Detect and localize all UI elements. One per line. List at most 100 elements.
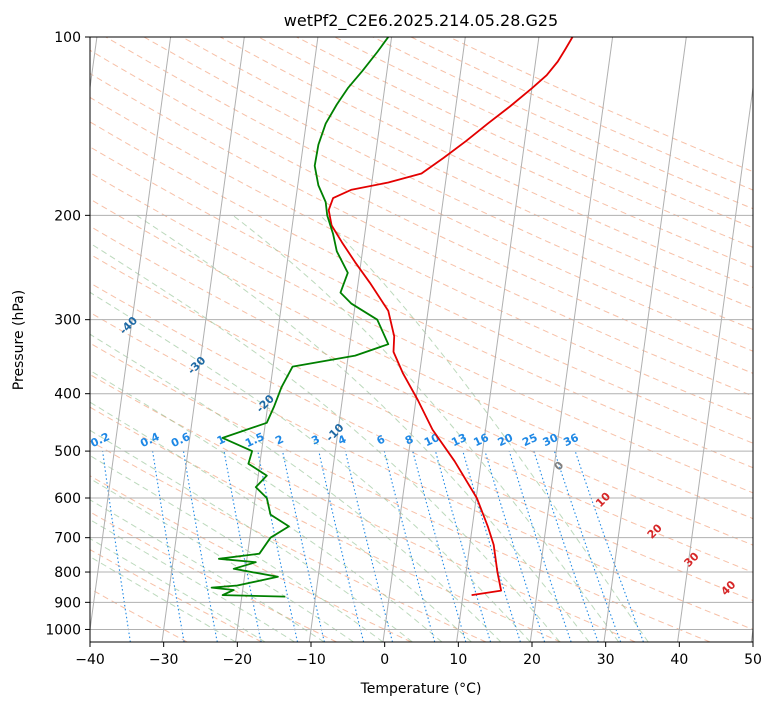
dry-adiabat-line — [181, 37, 753, 309]
dry-adiabat-line — [90, 311, 753, 630]
dry-adiabat-line — [90, 172, 753, 494]
mixing-ratio-label: 20 — [496, 431, 516, 449]
moist-adiabat-line — [319, 214, 649, 642]
isotherm-line — [161, 37, 245, 642]
dry-adiabat-line — [90, 198, 753, 520]
dry-adiabat-label: 40 — [718, 578, 738, 598]
isotherm-line — [90, 37, 172, 634]
temperature-line — [327, 37, 574, 596]
isotherm-line — [529, 37, 614, 642]
isotherm-line — [456, 37, 540, 642]
mixing-ratio-line — [223, 451, 262, 642]
mixing-ratio-label: 36 — [561, 431, 581, 449]
x-tick-label: 20 — [523, 652, 541, 668]
y-tick-label: 400 — [54, 387, 81, 403]
moist-adiabat-line — [90, 242, 561, 642]
x-axis-label: Temperature (°C) — [360, 681, 482, 697]
x-tick-label: 10 — [449, 652, 467, 668]
moist-adiabat-line — [136, 214, 590, 642]
dry-adiabat-line — [105, 37, 753, 352]
y-tick-label: 900 — [54, 595, 81, 611]
moist-adiabat-line — [90, 429, 413, 642]
background-lines — [90, 37, 753, 642]
mixing-ratio-label: 6 — [375, 432, 388, 447]
mixing-ratio-line — [257, 450, 299, 642]
mixing-ratio-label: 0.4 — [138, 430, 161, 450]
y-tick-label: 500 — [54, 444, 81, 460]
dry-adiabat-line — [90, 253, 753, 573]
dry-adiabat-line — [90, 342, 711, 642]
moist-adiabat-line — [90, 537, 266, 642]
dry-adiabat-line — [143, 37, 753, 331]
dry-adiabat-line — [372, 37, 753, 210]
x-tick-label: −10 — [296, 652, 326, 668]
dry-adiabat-line — [258, 37, 753, 268]
isotherm-label: -60 — [0, 235, 4, 258]
dry-adiabat-line — [90, 72, 753, 397]
y-tick-label: 600 — [54, 491, 81, 507]
isotherm-line — [235, 37, 319, 642]
isotherm-label: -50 — [48, 280, 71, 303]
mixing-ratio-line — [434, 450, 492, 642]
moist-adiabat-line — [90, 333, 502, 642]
dry-adiabat-line — [90, 121, 753, 444]
dry-adiabat-line — [334, 37, 753, 229]
mixing-ratio-line — [182, 451, 218, 642]
moist-adiabat-line — [90, 556, 236, 642]
dry-adiabat-line — [90, 511, 337, 642]
dry-adiabat-line — [90, 374, 636, 642]
dry-adiabat-line — [90, 475, 412, 642]
y-tick-label: 300 — [54, 313, 81, 329]
y-tick-label: 700 — [54, 531, 81, 547]
mixing-ratio-line — [553, 450, 622, 642]
dry-adiabat-line — [90, 282, 753, 602]
mixing-ratio-line — [462, 450, 521, 642]
moist-adiabat-line — [90, 291, 531, 642]
x-tick-label: 0 — [380, 652, 389, 668]
mixing-ratio-label: 0.2 — [89, 430, 112, 450]
x-tick-label: −40 — [75, 652, 105, 668]
dry-adiabat-label: 20 — [645, 521, 665, 541]
chart-title: wetPf2_C2E6.2025.214.05.28.G25 — [284, 11, 558, 31]
mixing-ratio-line — [152, 451, 185, 642]
mixing-ratio-label: 13 — [449, 431, 468, 449]
dry-adiabat-line — [90, 406, 561, 642]
moist-adiabat-line — [232, 214, 620, 642]
gridlines — [90, 37, 753, 642]
x-tick-label: 40 — [670, 652, 688, 668]
isotherm-labels: 0.10.20.40.611.52346810131620253036-100-… — [0, 235, 739, 598]
mixing-ratio-label: 2 — [273, 433, 285, 448]
x-tick-label: 30 — [597, 652, 615, 668]
mixing-ratio-label: 3 — [309, 433, 321, 448]
mixing-ratio-line — [412, 450, 467, 642]
mixing-ratio-line — [383, 450, 436, 642]
y-tick-label: 800 — [54, 565, 81, 581]
series-lines — [210, 37, 574, 598]
isotherm-line — [603, 37, 687, 642]
moist-adiabat-line — [90, 455, 384, 642]
dry-adiabat-line — [410, 37, 753, 191]
x-tick-label: −20 — [223, 652, 253, 668]
isotherm-label: -30 — [185, 354, 208, 377]
moist-adiabat-line — [90, 478, 354, 642]
isotherm-line — [308, 37, 393, 642]
mixing-ratio-label: 0.6 — [169, 430, 192, 450]
mixing-ratio-line — [508, 450, 572, 642]
isotherm-label: -40 — [117, 314, 140, 337]
mixing-ratio-line — [533, 450, 599, 642]
moist-adiabat-line — [90, 369, 472, 642]
x-tick-label: 50 — [744, 652, 762, 668]
dry-adiabat-line — [220, 37, 753, 289]
y-tick-label: 1000 — [45, 622, 81, 638]
y-tick-label: 200 — [54, 208, 81, 224]
mixing-ratio-label: 25 — [520, 431, 539, 449]
moist-adiabat-line — [90, 401, 443, 642]
axis-ticks: −40 −30 −20 −10 0 10 20 30 40 5010020030040050060… — [45, 30, 762, 668]
mixing-ratio-line — [574, 450, 644, 642]
plot-frame — [89, 36, 754, 643]
isotherm-line — [382, 37, 466, 642]
mixing-ratio-label: 16 — [472, 431, 492, 449]
y-tick-label: 100 — [54, 30, 81, 46]
dry-adiabat-line — [90, 225, 753, 546]
